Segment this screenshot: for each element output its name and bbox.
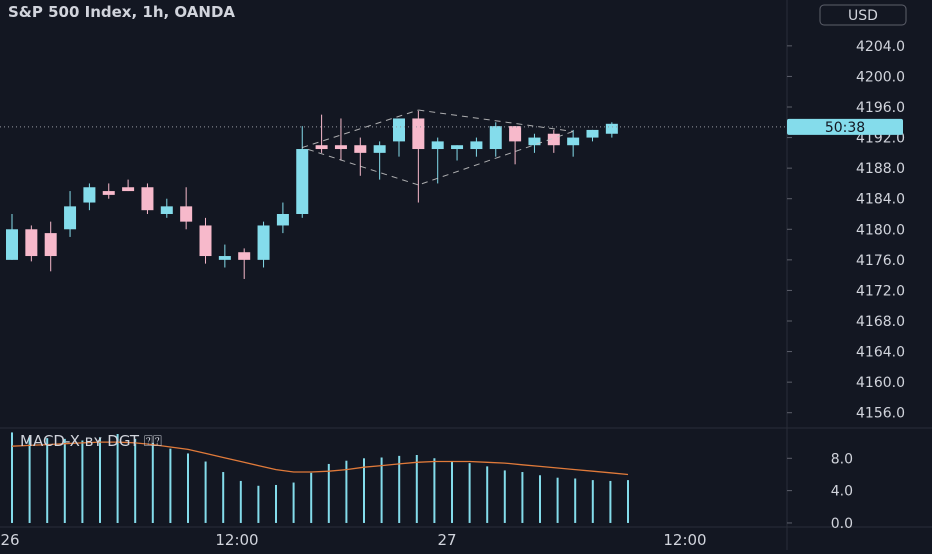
candle-body [412, 118, 425, 150]
candle-body [509, 126, 522, 142]
candle-body [83, 187, 96, 203]
price-tick-label: 4184.0 [856, 192, 905, 208]
macd-tick-label: 4.0 [831, 484, 853, 500]
candle-body [567, 137, 580, 146]
currency-button-frame [819, 4, 907, 26]
price-tick-label: 4200.0 [856, 69, 905, 85]
candle-body [6, 229, 18, 260]
candle-body [334, 145, 347, 150]
diamond-pattern [302, 109, 574, 186]
pattern-edge [302, 147, 419, 186]
price-tick-label: 4160.0 [856, 375, 905, 391]
macd-layer [11, 432, 629, 523]
currency-button[interactable]: USD [819, 4, 907, 26]
candle-body [528, 137, 541, 146]
price-tick-label: 4156.0 [856, 406, 905, 422]
candle-body [44, 233, 57, 257]
candle-body [102, 191, 115, 195]
time-tick-label: 12:00 [663, 531, 706, 549]
pattern-edge [418, 130, 574, 186]
candle-body [238, 252, 251, 260]
candle-body [141, 187, 154, 211]
candle-body [605, 123, 618, 134]
price-tick-label: 4164.0 [856, 345, 905, 361]
macd-tick-label: 8.0 [831, 451, 853, 467]
candle-body [199, 225, 212, 257]
price-tick-label: 4176.0 [856, 253, 905, 269]
candle-body [586, 129, 599, 138]
candle-body [25, 229, 38, 257]
candle-body [122, 187, 135, 192]
pattern-edge [418, 109, 574, 132]
candle-body [354, 145, 367, 153]
price-tick-label: 4180.0 [856, 222, 905, 238]
candle-body [373, 145, 386, 153]
time-tick-label: 26 [0, 531, 19, 549]
candle-body [296, 149, 309, 214]
candle-body [431, 141, 444, 150]
candle-body [180, 206, 193, 222]
indicator-title: MACD-X ʙʏ DGT ⍰⍰ [20, 432, 162, 450]
chart-title: S&P 500 Index, 1h, OANDA [8, 3, 235, 21]
last-price-tag: 50:38 [787, 118, 903, 136]
candle-body [257, 225, 270, 260]
candle-body [315, 145, 328, 150]
pattern-edge [302, 109, 419, 148]
candle-body [160, 206, 173, 214]
candle-body [393, 118, 405, 142]
price-tick-label: 4204.0 [856, 39, 905, 55]
time-tick-label: 12:00 [215, 531, 258, 549]
price-tick-label: 4172.0 [856, 283, 905, 299]
macd-signal-line [11, 441, 629, 476]
price-tick-label: 4188.0 [856, 161, 905, 177]
candle-body [489, 126, 502, 150]
candle-body [547, 133, 560, 146]
macd-tick-label: 0.0 [831, 516, 853, 532]
price-tick-label: 4196.0 [856, 100, 905, 116]
time-axis[interactable]: 26 12:00 27 12:00 [0, 531, 706, 549]
candle-body [276, 214, 289, 226]
candle-body [218, 256, 231, 260]
price-tag-text: 50:38 [825, 120, 865, 136]
price-tick-label: 4168.0 [856, 314, 905, 330]
candle-body [451, 145, 464, 150]
currency-label: USD [848, 8, 878, 24]
candle-body [470, 141, 483, 150]
price-tag-background [787, 118, 903, 135]
time-tick-label: 27 [437, 531, 456, 549]
candle-body [64, 206, 77, 230]
macd-axis[interactable]: 0.0 4.0 8.0 [787, 451, 853, 532]
candles-layer [6, 110, 618, 279]
